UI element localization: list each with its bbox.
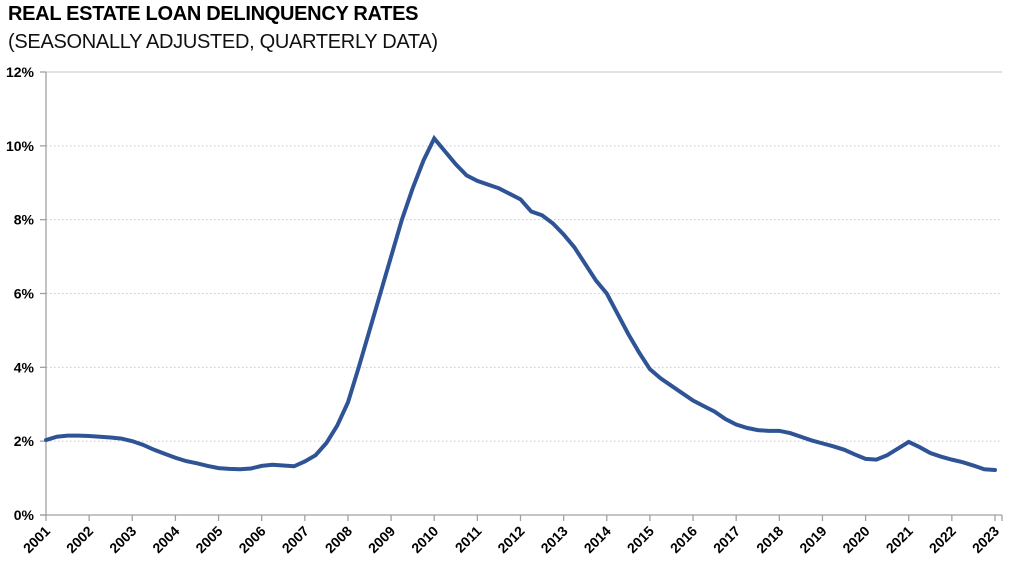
y-tick-label: 4% [14, 359, 35, 375]
x-tick-label: 2008 [322, 523, 355, 556]
x-tick-label: 2004 [149, 523, 182, 556]
x-tick-label: 2023 [969, 523, 1002, 556]
x-tick-label: 2021 [883, 523, 916, 556]
chart-title: REAL ESTATE LOAN DELINQUENCY RATES [8, 3, 419, 25]
y-tick-label: 0% [14, 507, 35, 523]
x-tick-label: 2015 [624, 523, 657, 556]
x-tick-label: 2011 [452, 523, 485, 556]
y-tick-label: 12% [6, 64, 35, 80]
chart-subtitle: (SEASONALLY ADJUSTED, QUARTERLY DATA) [8, 31, 438, 53]
y-tick-label: 2% [14, 433, 35, 449]
x-tick-label: 2013 [537, 523, 570, 556]
y-tick-label: 8% [14, 212, 35, 228]
x-tick-label: 2012 [494, 523, 527, 556]
delinquency-rate-line [44, 134, 997, 472]
x-tick-label: 2018 [753, 523, 786, 556]
x-tick-label: 2002 [63, 523, 96, 556]
x-tick-label: 2020 [839, 523, 872, 556]
x-tick-label: 2001 [20, 523, 53, 556]
x-tick-label: 2010 [408, 523, 441, 556]
y-tick-label: 10% [6, 138, 35, 154]
x-tick-label: 2022 [926, 523, 959, 556]
y-tick-label: 6% [14, 286, 35, 302]
x-tick-label: 2003 [106, 523, 139, 556]
x-tick-label: 2009 [365, 523, 398, 556]
x-tick-label: 2016 [667, 523, 700, 556]
x-tick-label: 2006 [235, 523, 268, 556]
x-tick-label: 2014 [581, 523, 614, 556]
x-tick-label: 2007 [279, 523, 312, 556]
x-tick-label: 2017 [710, 523, 743, 556]
x-tick-label: 2019 [796, 523, 829, 556]
x-tick-label: 2005 [192, 523, 225, 556]
